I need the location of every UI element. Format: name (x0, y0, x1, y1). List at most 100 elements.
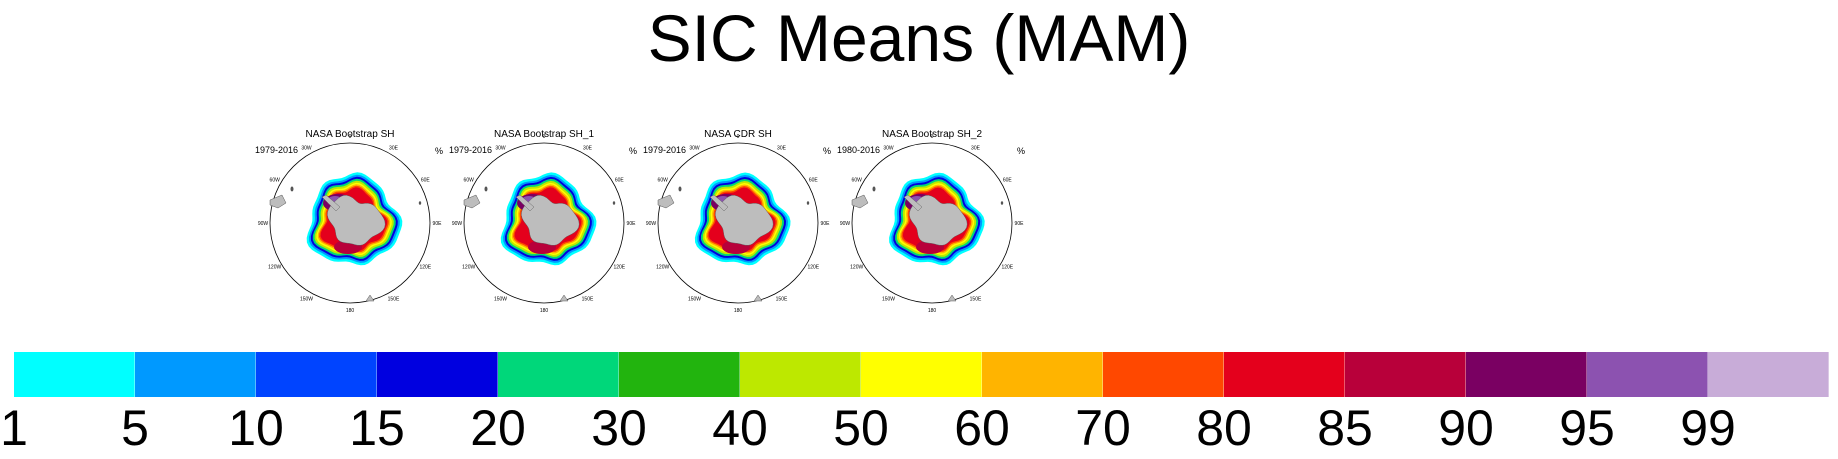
longitude-label: 120E (807, 265, 819, 271)
colorbar-tick-label: 60 (954, 400, 1010, 456)
colorbar-tick-label: 70 (1075, 400, 1131, 456)
longitude-label: 150E (582, 296, 594, 302)
colorbar-tick-label: 99 (1680, 400, 1736, 456)
panel-unit-1: % (434, 146, 443, 156)
longitude-label: 0 (349, 134, 352, 140)
colorbar-box-7 (740, 352, 861, 397)
panel-title-4: NASA Bootstrap SH_2 (881, 129, 983, 140)
longitude-label: 120E (419, 265, 431, 271)
longitude-label: 60W (270, 178, 281, 184)
colorbar-box-5 (498, 352, 619, 397)
longitude-label: 30E (777, 146, 787, 152)
colorbar-tick-label: 40 (712, 400, 768, 456)
colorbar-box-4 (377, 352, 498, 397)
colorbar-box-12 (1345, 352, 1466, 397)
longitude-label: 120W (656, 265, 669, 271)
longitude-label: 180 (346, 308, 355, 314)
longitude-label: 90E (1015, 221, 1025, 227)
island-land (290, 186, 294, 192)
island-land (612, 201, 616, 205)
colorbar-box-14 (1587, 352, 1708, 397)
longitude-label: 0 (931, 134, 934, 140)
longitude-label: 0 (737, 134, 740, 140)
longitude-label: 90W (258, 221, 269, 227)
longitude-label: 150W (300, 296, 313, 302)
longitude-label: 30E (971, 146, 981, 152)
longitude-label: 120W (850, 265, 863, 271)
map-panel-3: 0 30E 60E 90E 120E 150E 180 150W 120W 90W 60W 30W N… (643, 120, 833, 320)
island-land (365, 294, 375, 302)
longitude-label: 120W (268, 265, 281, 271)
colorbar-tick-label: 95 (1559, 400, 1615, 456)
antarctic-peninsula (709, 194, 729, 212)
antarctica-land (715, 195, 774, 246)
antarctic-peninsula (903, 194, 923, 212)
colorbar-box-1 (14, 352, 135, 397)
colorbar-box-2 (135, 352, 256, 397)
colorbar-tick-label: 80 (1196, 400, 1252, 456)
longitude-label: 60E (615, 178, 625, 184)
island-land (753, 294, 763, 302)
panel-period-2: 1979-2016 (449, 145, 493, 155)
south-america-land (463, 194, 481, 209)
island-land (418, 201, 422, 205)
colorbar (14, 352, 1829, 397)
longitude-label: 30W (883, 146, 894, 152)
antarctic-peninsula (515, 194, 535, 212)
south-america-land (269, 194, 287, 209)
longitude-label: 0 (543, 134, 546, 140)
longitude-label: 150E (970, 296, 982, 302)
antarctic-peninsula (321, 194, 341, 212)
colorbar-box-8 (861, 352, 982, 397)
longitude-label: 150E (776, 296, 788, 302)
longitude-label: 150W (882, 296, 895, 302)
colorbar-box-6 (619, 352, 740, 397)
longitude-label: 90W (646, 221, 657, 227)
longitude-label: 60E (1003, 178, 1013, 184)
colorbar-tick-label: 30 (591, 400, 647, 456)
colorbar-tick-label: 10 (228, 400, 284, 456)
longitude-label: 150W (494, 296, 507, 302)
longitude-label: 60W (464, 178, 475, 184)
polar-map-3: 0 30E 60E 90E 120E 150E 180 150W 120W 90W 60W 30W (646, 134, 831, 314)
longitude-label: 90E (821, 221, 831, 227)
polar-map-4: 0 30E 60E 90E 120E 150E 180 150W 120W 90W 60W 30W (840, 134, 1025, 314)
colorbar-tick-label: 85 (1317, 400, 1373, 456)
longitude-label: 90E (627, 221, 637, 227)
colorbar-tick-label: 15 (349, 400, 405, 456)
longitude-label: 30W (689, 146, 700, 152)
polar-map-1: 0 30E 60E 90E 120E 150E 180 150W 120W 90W 60W 30W (258, 134, 443, 314)
island-land (806, 201, 810, 205)
longitude-label: 90E (433, 221, 443, 227)
colorbar-tick-label: 50 (833, 400, 889, 456)
colorbar-box-3 (256, 352, 377, 397)
panel-unit-4: % (1016, 146, 1025, 156)
island-land (678, 186, 682, 192)
colorbar-box-13 (1466, 352, 1587, 397)
longitude-label: 150E (388, 296, 400, 302)
longitude-label: 120E (1001, 265, 1013, 271)
map-panel-2: 0 30E 60E 90E 120E 150E 180 150W 120W 90W 60W 30W N… (449, 120, 639, 320)
colorbar-box-15 (1708, 352, 1829, 397)
longitude-label: 120E (613, 265, 625, 271)
longitude-label: 60W (658, 178, 669, 184)
longitude-label: 180 (540, 308, 549, 314)
island-land (559, 294, 569, 302)
longitude-label: 60E (809, 178, 819, 184)
longitude-label: 180 (928, 308, 937, 314)
antarctica-land (909, 195, 968, 246)
longitude-label: 30W (495, 146, 506, 152)
colorbar-tick-label: 20 (470, 400, 526, 456)
longitude-label: 150W (688, 296, 701, 302)
panel-title-3: NASA CDR SH (704, 129, 772, 140)
map-panel-1: 0 30E 60E 90E 120E 150E 180 150W 120W 90W 60W 30W N… (255, 120, 445, 320)
polar-map-2: 0 30E 60E 90E 120E 150E 180 150W 120W 90W 60W 30W (452, 134, 637, 314)
colorbar-tick-label: 1 (0, 400, 28, 456)
panel-unit-2: % (628, 146, 637, 156)
colorbar-box-10 (1103, 352, 1224, 397)
island-land (947, 294, 957, 302)
panel-title-2: NASA Bootstrap SH_1 (493, 129, 595, 140)
longitude-label: 30E (389, 146, 399, 152)
map-panel-4: 0 30E 60E 90E 120E 150E 180 150W 120W 90W 60W 30W N… (837, 120, 1027, 320)
panel-period-3: 1979-2016 (643, 145, 687, 155)
